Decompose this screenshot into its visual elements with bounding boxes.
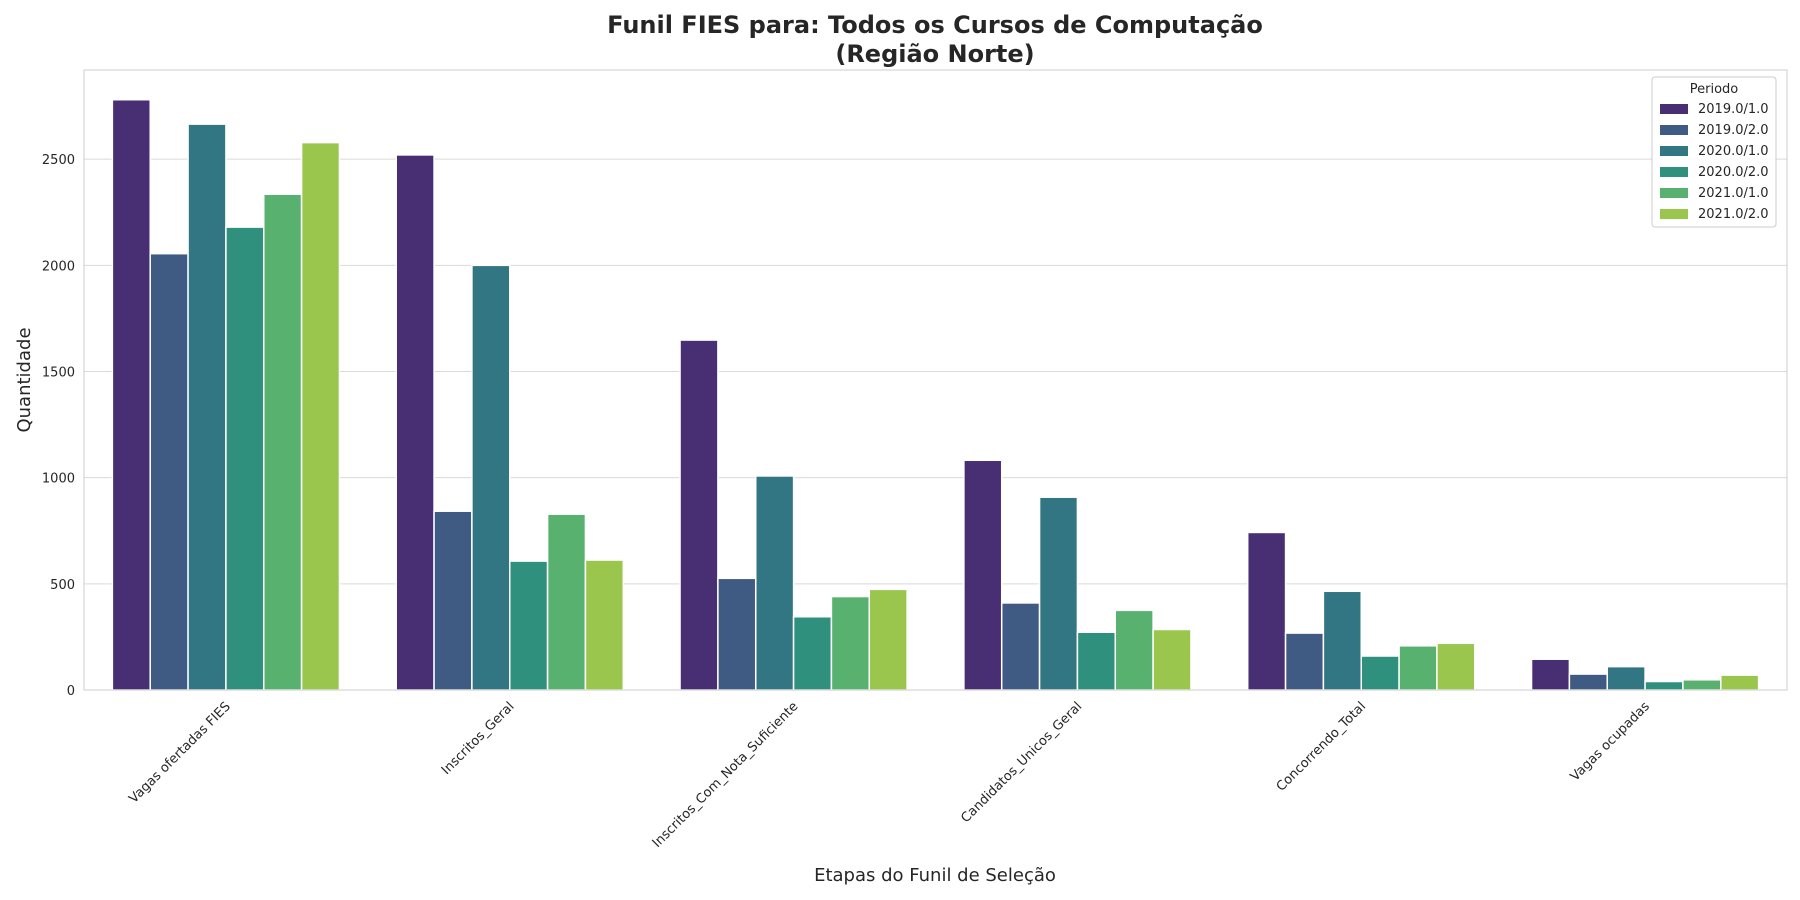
bar-5-2 <box>1606 665 1646 691</box>
legend-swatch <box>1660 104 1688 114</box>
y-tick-label: 1500 <box>42 366 75 381</box>
y-axis-label: Quantidade <box>14 327 35 432</box>
bar-4-5 <box>1436 642 1476 691</box>
bar-1-5 <box>584 559 625 691</box>
legend-label: 2019.0/2.0 <box>1698 123 1769 138</box>
chart-title-line1: Funil FIES para: Todos os Cursos de Comp… <box>607 11 1263 39</box>
x-tick-label: Candidatos_Unicos_Geral <box>958 699 1085 826</box>
bar-3-4 <box>1114 609 1154 691</box>
bar-5-4 <box>1682 679 1722 691</box>
legend-label: 2020.0/2.0 <box>1698 165 1769 180</box>
bar-2-0 <box>679 339 719 691</box>
bar-2-3 <box>792 615 833 691</box>
legend-label: 2021.0/1.0 <box>1698 186 1769 201</box>
y-ticks: 0 500 1000 1500 2000 2500 <box>42 153 75 699</box>
bar-5-0 <box>1530 658 1571 691</box>
chart-title-line2: (Região Norte) <box>835 40 1034 68</box>
x-tick-label: Vagas ocupadas <box>1568 699 1653 784</box>
bar-2-2 <box>754 475 795 691</box>
x-tick-label: Concorrendo_Total <box>1274 699 1369 794</box>
bar-1-4 <box>546 513 587 691</box>
bar-5-1 <box>1568 673 1608 691</box>
bar-0-3 <box>225 226 265 691</box>
legend-swatch <box>1660 209 1688 219</box>
y-tick-label: 2000 <box>42 259 75 274</box>
bars <box>111 98 1760 691</box>
bar-2-5 <box>868 588 908 691</box>
legend-swatch <box>1660 188 1688 198</box>
bar-3-1 <box>1000 602 1041 691</box>
bar-1-1 <box>433 510 473 691</box>
legend: Periodo 2019.0/1.0 2019.0/2.0 2020.0/1.0 20… <box>1651 76 1777 228</box>
bar-3-5 <box>1152 628 1192 691</box>
bar-4-2 <box>1322 590 1362 691</box>
bar-0-2 <box>187 123 227 691</box>
legend-label: 2019.0/1.0 <box>1698 102 1769 117</box>
y-tick-label: 1000 <box>42 472 75 487</box>
plot-frame <box>83 69 1788 691</box>
x-axis-label: Etapas do Funil de Seleção <box>814 865 1056 886</box>
bar-3-2 <box>1038 496 1079 691</box>
x-tick-label: Vagas ofertadas FIES <box>126 699 233 806</box>
bar-4-1 <box>1284 632 1325 691</box>
legend-swatch <box>1660 146 1688 156</box>
y-tick-label: 500 <box>50 578 75 593</box>
bar-1-0 <box>395 154 435 691</box>
x-ticks: Vagas ofertadas FIES Inscritos_Geral Inscr… <box>126 699 1653 851</box>
x-tick-label: Inscritos_Com_Nota_Suficiente <box>650 699 802 851</box>
bar-2-4 <box>830 595 871 691</box>
bar-5-3 <box>1644 680 1684 691</box>
bar-0-4 <box>263 193 303 691</box>
x-tick-label: Inscritos_Geral <box>439 699 518 778</box>
legend-label: 2020.0/1.0 <box>1698 144 1769 159</box>
bar-4-0 <box>1246 531 1287 691</box>
legend-swatch <box>1660 167 1688 177</box>
bar-3-0 <box>963 459 1003 691</box>
bar-1-2 <box>471 264 511 691</box>
bar-4-3 <box>1360 655 1400 691</box>
bar-5-5 <box>1720 674 1760 691</box>
y-tick-label: 2500 <box>42 153 75 168</box>
legend-title: Periodo <box>1690 82 1739 97</box>
bar-4-4 <box>1398 645 1438 691</box>
y-tick-label: 0 <box>67 684 75 699</box>
bar-2-1 <box>717 577 757 691</box>
legend-swatch <box>1660 125 1688 135</box>
bar-3-3 <box>1076 631 1117 691</box>
bar-0-1 <box>149 252 189 691</box>
bar-1-3 <box>509 560 549 691</box>
legend-label: 2021.0/2.0 <box>1698 207 1769 222</box>
bar-0-5 <box>300 141 341 691</box>
bar-0-0 <box>111 98 151 691</box>
